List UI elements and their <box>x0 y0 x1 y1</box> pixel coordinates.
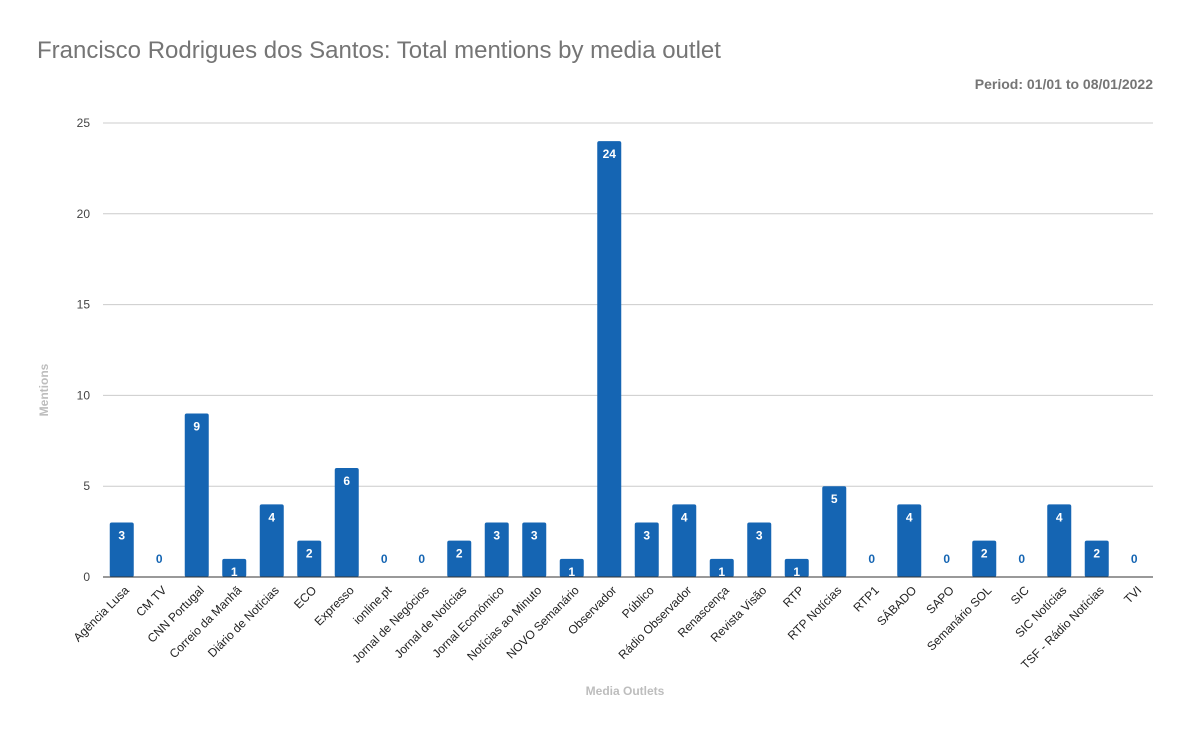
data-label: 4 <box>681 510 688 524</box>
x-tick-label: Diário de Notícias <box>205 583 282 660</box>
data-label: 4 <box>1056 510 1063 524</box>
bar <box>634 522 659 577</box>
bar <box>672 504 697 577</box>
gridlines <box>103 122 1153 487</box>
bar <box>484 522 509 577</box>
data-label: 1 <box>568 565 575 579</box>
bar <box>709 558 734 577</box>
bar <box>184 413 209 577</box>
y-tick-label: 10 <box>77 388 91 402</box>
x-tick-label: Agência Lusa <box>71 583 133 645</box>
x-tick-label: RTP1 <box>850 583 882 615</box>
data-label: 1 <box>793 565 800 579</box>
data-label: 2 <box>1093 547 1100 561</box>
x-tick-label: RTP <box>780 583 807 610</box>
x-axis-title: Media Outlets <box>586 684 665 698</box>
chart-subtitle: Period: 01/01 to 08/01/2022 <box>974 76 1153 92</box>
bar <box>747 522 772 577</box>
data-label: 1 <box>231 565 238 579</box>
bar <box>1084 540 1109 577</box>
y-tick-label: 20 <box>77 207 91 221</box>
bar <box>297 540 322 577</box>
data-label: 6 <box>343 474 350 488</box>
bar <box>522 522 547 577</box>
x-tick-label: ECO <box>291 583 319 611</box>
bar <box>447 540 472 577</box>
y-axis-title: Mentions <box>37 363 51 416</box>
x-tick-label: SAPO <box>923 583 956 616</box>
data-label: 24 <box>603 147 617 161</box>
chart-title: Francisco Rodrigues dos Santos: Total me… <box>37 37 721 64</box>
data-label: 3 <box>531 529 538 543</box>
x-tick-label: CM TV <box>133 583 169 619</box>
x-tick-label: Expresso <box>312 583 358 629</box>
data-label: 3 <box>756 529 763 543</box>
y-axis-ticks: 0 5 10 15 20 25 <box>77 116 91 584</box>
bar <box>559 558 584 577</box>
data-label: 4 <box>268 510 275 524</box>
data-label: 0 <box>156 552 163 566</box>
bar <box>109 522 134 577</box>
data-label: 3 <box>493 529 500 543</box>
data-label: 2 <box>456 547 463 561</box>
data-labels: 3 0 9 1 4 2 6 0 0 2 3 3 1 24 3 4 1 3 1 5 0 4 0 2 0 4 2 0 <box>118 147 1138 579</box>
data-label: 0 <box>1131 552 1138 566</box>
data-label: 0 <box>943 552 950 566</box>
data-label: 0 <box>418 552 425 566</box>
data-label: 4 <box>906 510 913 524</box>
bar <box>222 558 247 577</box>
x-tick-label: SÁBADO <box>873 583 919 629</box>
y-tick-label: 25 <box>77 116 91 130</box>
bar <box>822 486 847 577</box>
bar <box>259 504 284 577</box>
data-label: 0 <box>868 552 875 566</box>
data-label: 0 <box>1018 552 1025 566</box>
y-tick-label: 15 <box>77 298 91 312</box>
bar <box>1047 504 1072 577</box>
data-label: 3 <box>643 529 650 543</box>
bar <box>897 504 922 577</box>
bars <box>109 141 1109 577</box>
x-tick-label: TVI <box>1121 583 1144 606</box>
bar <box>972 540 997 577</box>
data-label: 3 <box>118 529 125 543</box>
data-label: 0 <box>381 552 388 566</box>
data-label: 2 <box>981 547 988 561</box>
x-tick-label: Semanário SOL <box>924 583 995 654</box>
y-tick-label: 5 <box>83 479 90 493</box>
data-label: 5 <box>831 492 838 506</box>
bar <box>334 468 359 577</box>
bar <box>597 141 622 577</box>
y-tick-label: 0 <box>83 570 90 584</box>
data-label: 1 <box>718 565 725 579</box>
x-tick-label: SIC <box>1008 583 1032 607</box>
data-label: 9 <box>193 420 200 434</box>
data-label: 2 <box>306 547 313 561</box>
bar <box>784 558 809 577</box>
